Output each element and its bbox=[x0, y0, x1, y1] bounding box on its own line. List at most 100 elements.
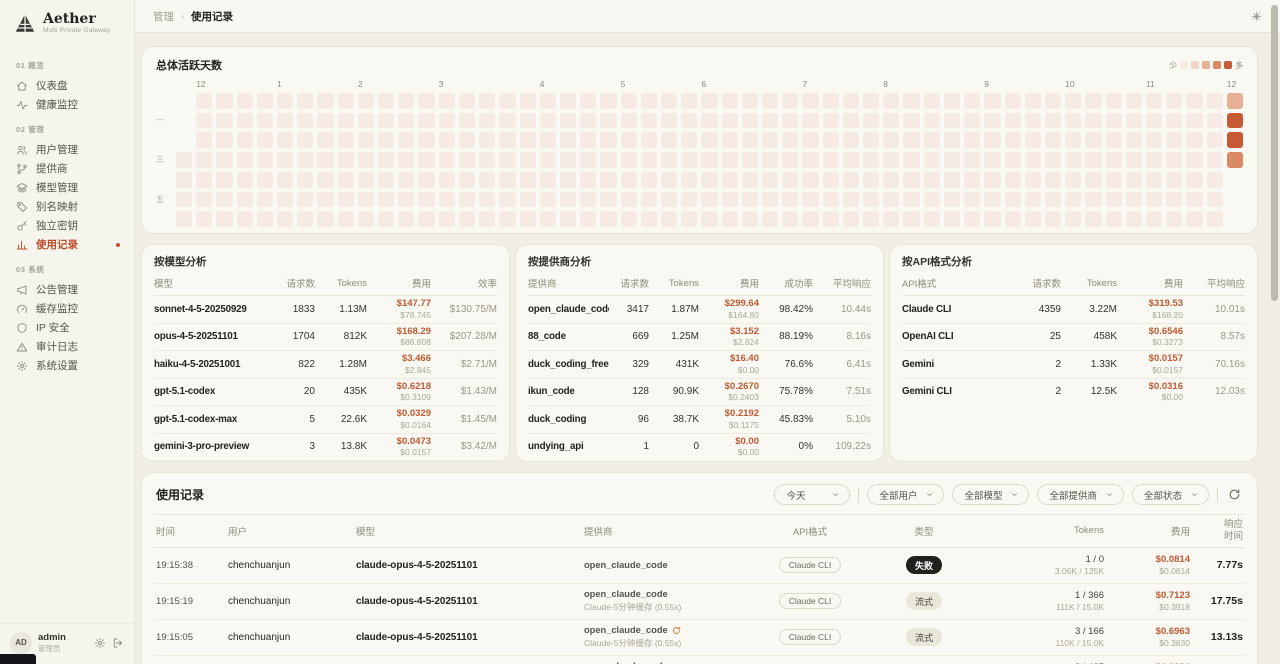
heatmap-cell[interactable] bbox=[943, 171, 961, 188]
heatmap-cell[interactable] bbox=[822, 171, 839, 188]
heatmap-cell[interactable] bbox=[1044, 211, 1062, 227]
heatmap-cell[interactable] bbox=[1044, 132, 1062, 149]
heatmap-cell[interactable] bbox=[964, 152, 981, 168]
heatmap-cell[interactable] bbox=[1166, 93, 1183, 109]
heatmap-cell[interactable] bbox=[1166, 112, 1183, 129]
heatmap-cell[interactable] bbox=[1206, 171, 1223, 188]
heatmap-cell[interactable] bbox=[640, 152, 657, 168]
sidebar-item-ip-security[interactable]: IP 安全 bbox=[0, 318, 134, 337]
heatmap-cell[interactable] bbox=[1085, 211, 1102, 227]
heatmap-cell[interactable] bbox=[701, 152, 718, 168]
heatmap-cell[interactable] bbox=[519, 132, 536, 149]
heatmap-cell[interactable] bbox=[1065, 93, 1082, 109]
heatmap-cell[interactable] bbox=[721, 152, 738, 168]
heatmap-cell[interactable] bbox=[701, 171, 718, 188]
heatmap-cell[interactable] bbox=[660, 191, 678, 208]
heatmap-cell[interactable] bbox=[600, 211, 617, 227]
heatmap-cell[interactable] bbox=[681, 171, 698, 188]
heatmap-cell[interactable] bbox=[782, 191, 799, 208]
heatmap-cell[interactable] bbox=[580, 152, 597, 168]
heatmap-cell[interactable] bbox=[277, 112, 294, 129]
heatmap-cell[interactable] bbox=[1105, 152, 1122, 168]
heatmap-cell[interactable] bbox=[1145, 93, 1163, 109]
heatmap-cell[interactable] bbox=[1125, 191, 1142, 208]
heatmap-cell[interactable] bbox=[883, 211, 900, 227]
heatmap-cell[interactable] bbox=[499, 112, 516, 129]
heatmap-cell[interactable] bbox=[984, 112, 1001, 129]
heatmap-cell[interactable] bbox=[802, 171, 819, 188]
heatmap-cell[interactable] bbox=[1004, 152, 1021, 168]
heatmap-cell[interactable] bbox=[458, 112, 476, 129]
heatmap-cell[interactable] bbox=[1105, 132, 1122, 149]
heatmap-cell[interactable] bbox=[418, 93, 435, 109]
heatmap-cell[interactable] bbox=[297, 211, 314, 227]
heatmap-cell[interactable] bbox=[499, 211, 516, 227]
heatmap-cell[interactable] bbox=[1065, 191, 1082, 208]
heatmap-cell[interactable] bbox=[1085, 112, 1102, 129]
heatmap-cell[interactable] bbox=[600, 171, 617, 188]
heatmap-cell[interactable] bbox=[277, 191, 294, 208]
heatmap-cell[interactable] bbox=[802, 152, 819, 168]
heatmap-cell[interactable] bbox=[741, 191, 759, 208]
heatmap-cell[interactable] bbox=[741, 171, 759, 188]
heatmap-cell[interactable] bbox=[863, 211, 880, 227]
heatmap-cell[interactable] bbox=[903, 93, 920, 109]
heatmap-cell[interactable] bbox=[1065, 211, 1082, 227]
heatmap-cell[interactable] bbox=[479, 93, 496, 109]
heatmap-cell[interactable] bbox=[923, 93, 940, 109]
heatmap-cell[interactable] bbox=[1125, 112, 1142, 129]
heatmap-cell[interactable] bbox=[741, 152, 759, 168]
heatmap-cell[interactable] bbox=[337, 152, 354, 168]
heatmap-cell[interactable] bbox=[903, 152, 920, 168]
heatmap-cell[interactable] bbox=[640, 191, 657, 208]
heatmap-cell[interactable] bbox=[1024, 152, 1041, 168]
heatmap-cell[interactable] bbox=[964, 93, 981, 109]
heatmap-cell[interactable] bbox=[297, 132, 314, 149]
heatmap-cell[interactable] bbox=[559, 132, 577, 149]
heatmap-cell[interactable] bbox=[418, 191, 435, 208]
heatmap-cell[interactable] bbox=[1186, 112, 1203, 129]
heatmap-cell[interactable] bbox=[620, 191, 637, 208]
heatmap-cell[interactable] bbox=[1186, 132, 1203, 149]
heatmap-cell[interactable] bbox=[559, 191, 577, 208]
heatmap-cell[interactable] bbox=[943, 211, 961, 227]
heatmap-cell[interactable] bbox=[802, 132, 819, 149]
heatmap-cell[interactable] bbox=[519, 211, 536, 227]
heatmap-cell[interactable] bbox=[580, 93, 597, 109]
heatmap-cell[interactable] bbox=[499, 152, 516, 168]
heatmap-cell[interactable] bbox=[741, 211, 759, 227]
heatmap-cell[interactable] bbox=[1065, 112, 1082, 129]
heatmap-cell[interactable] bbox=[883, 132, 900, 149]
heatmap-cell[interactable] bbox=[216, 211, 233, 227]
heatmap-cell[interactable] bbox=[479, 152, 496, 168]
heatmap-cell[interactable] bbox=[802, 191, 819, 208]
usage-record-row[interactable]: 19:15:38 chenchuanjun claude-opus-4-5-20… bbox=[154, 548, 1245, 584]
heatmap-cell[interactable] bbox=[600, 93, 617, 109]
api-format-analysis-row[interactable]: Gemini CLI 2 12.5K $0.0316 $0.00 12.03s bbox=[902, 380, 1245, 403]
heatmap-cell[interactable] bbox=[923, 191, 940, 208]
heatmap-cell[interactable] bbox=[721, 171, 738, 188]
heatmap-cell[interactable] bbox=[681, 132, 698, 149]
heatmap-cell[interactable] bbox=[600, 132, 617, 149]
heatmap-cell[interactable] bbox=[1105, 211, 1122, 227]
heatmap-cell[interactable] bbox=[1004, 191, 1021, 208]
heatmap-cell[interactable] bbox=[580, 132, 597, 149]
heatmap-cell[interactable] bbox=[580, 211, 597, 227]
heatmap-cell[interactable] bbox=[398, 171, 415, 188]
heatmap-cell[interactable] bbox=[357, 112, 375, 129]
heatmap-cell[interactable] bbox=[519, 93, 536, 109]
heatmap-cell[interactable] bbox=[256, 191, 274, 208]
heatmap-cell[interactable] bbox=[236, 211, 253, 227]
usage-record-row[interactable]: 19:15:05 chenchuanjun claude-opus-4-5-20… bbox=[154, 620, 1245, 656]
heatmap-cell[interactable] bbox=[317, 132, 334, 149]
heatmap-cell[interactable] bbox=[1125, 171, 1142, 188]
heatmap-cell[interactable] bbox=[721, 112, 738, 129]
heatmap-cell[interactable] bbox=[883, 191, 900, 208]
heatmap-cell[interactable] bbox=[297, 191, 314, 208]
heatmap-cell[interactable] bbox=[216, 112, 233, 129]
heatmap-cell[interactable] bbox=[1105, 112, 1122, 129]
heatmap-cell[interactable] bbox=[1065, 171, 1082, 188]
heatmap-cell[interactable] bbox=[580, 112, 597, 129]
heatmap-cell[interactable] bbox=[1024, 171, 1041, 188]
heatmap-cell[interactable] bbox=[1065, 132, 1082, 149]
